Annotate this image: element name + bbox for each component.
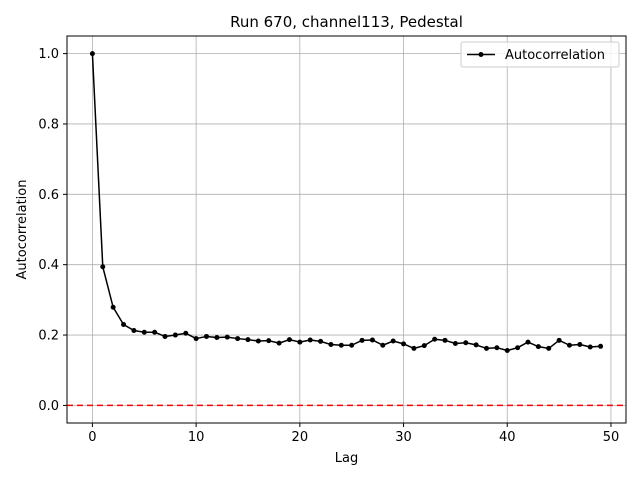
data-point <box>598 343 604 349</box>
data-point <box>411 345 417 351</box>
x-tick-label: 10 <box>188 430 205 445</box>
data-point <box>214 335 220 341</box>
x-tick-label: 40 <box>499 430 516 445</box>
data-point <box>131 327 137 333</box>
x-axis-label: Lag <box>335 451 358 466</box>
data-point <box>369 337 375 343</box>
data-point <box>255 338 261 344</box>
data-point <box>121 321 127 327</box>
data-point <box>245 337 251 343</box>
data-point <box>286 337 292 343</box>
y-tick-label: 1.0 <box>38 47 59 62</box>
y-tick-label: 0.8 <box>38 117 59 132</box>
y-tick-label: 0.0 <box>38 399 59 414</box>
data-point <box>535 344 541 350</box>
data-point <box>224 334 230 340</box>
data-point <box>421 343 427 349</box>
series-layer <box>89 51 604 354</box>
data-point <box>587 344 593 350</box>
y-tick-label: 0.6 <box>38 188 59 203</box>
data-point <box>463 340 469 346</box>
data-point <box>484 345 490 351</box>
legend-marker-sample <box>478 52 484 57</box>
data-point <box>452 340 458 346</box>
data-point <box>318 338 324 344</box>
data-point <box>442 337 448 343</box>
x-tick-label: 50 <box>603 430 620 445</box>
data-point <box>172 332 178 338</box>
data-point <box>152 329 158 335</box>
data-point <box>162 333 168 339</box>
data-point <box>328 342 334 348</box>
data-point <box>349 342 355 348</box>
x-tick-label: 0 <box>88 430 96 445</box>
data-point <box>110 304 116 310</box>
data-point <box>380 342 386 348</box>
data-point <box>89 51 95 57</box>
data-point <box>235 336 241 342</box>
data-point <box>141 329 147 335</box>
data-point <box>546 345 552 351</box>
data-point <box>183 330 189 336</box>
data-point <box>432 336 438 342</box>
data-point <box>401 341 407 347</box>
y-tick-label: 0.4 <box>38 258 59 273</box>
data-point <box>556 337 562 343</box>
chart-title: Run 670, channel113, Pedestal <box>230 13 463 31</box>
data-point <box>494 345 500 351</box>
y-tick-label: 0.2 <box>38 329 59 344</box>
x-tick-label: 30 <box>395 430 412 445</box>
x-tick-label: 20 <box>292 430 309 445</box>
data-point <box>566 342 572 348</box>
data-point <box>515 345 521 351</box>
data-point <box>577 342 583 348</box>
data-point <box>525 339 531 345</box>
data-point <box>203 333 209 339</box>
data-point <box>473 342 479 348</box>
legend-box <box>460 41 620 68</box>
y-axis-label: Autocorrelation <box>15 180 30 280</box>
data-point <box>338 342 344 348</box>
data-point <box>193 336 199 342</box>
legend-entry-autocorrelation: Autocorrelation <box>505 48 605 63</box>
axes-frame <box>66 35 627 424</box>
data-point <box>100 264 106 270</box>
data-point <box>297 339 303 345</box>
legend: Autocorrelation <box>460 41 620 68</box>
data-point <box>504 348 510 354</box>
data-point <box>307 337 313 343</box>
ticks: 0 10 20 30 40 50 0.0 0.2 0.4 0.6 0.8 1.0 <box>38 47 619 445</box>
data-point <box>276 340 282 346</box>
data-point <box>266 338 272 344</box>
data-point <box>359 337 365 343</box>
data-point <box>390 338 396 344</box>
